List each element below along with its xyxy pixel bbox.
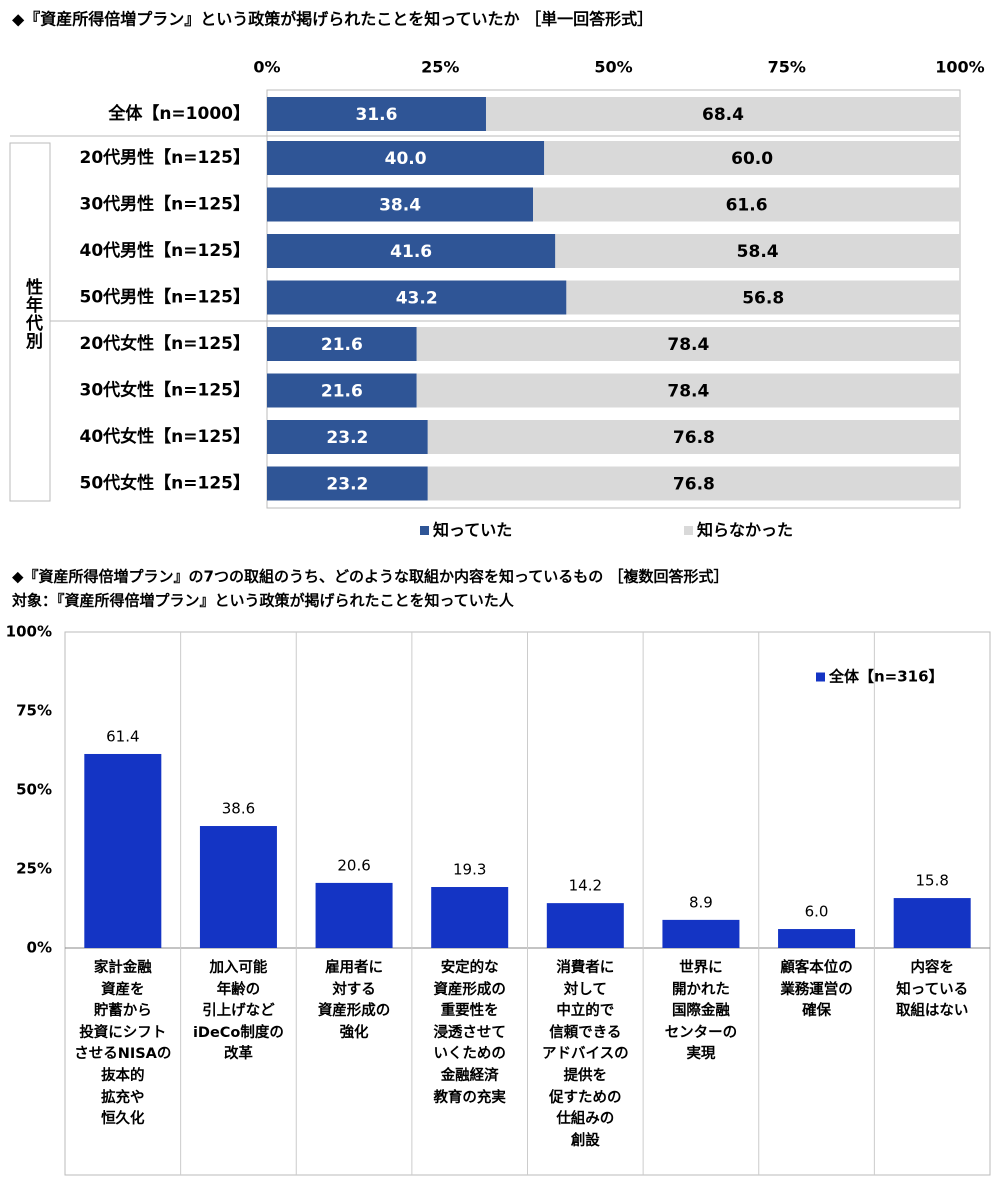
group-box [9, 142, 51, 502]
bar-segment [416, 327, 960, 361]
data-label: 41.6 [390, 242, 432, 262]
bar-segment [533, 187, 960, 222]
bar-segment [416, 373, 960, 408]
x-tick-label: 消費者に 対して 中立的で 信頼できる アドバイスの 提供を 促すための 仕組み… [542, 960, 629, 1149]
data-label: 76.8 [673, 428, 715, 448]
x-tick-label: 世界に 開かれた 国際金融 センターの 実現 [664, 960, 738, 1063]
bar-segment [267, 97, 486, 131]
bar-segment [267, 420, 428, 454]
data-label: 19.3 [453, 861, 486, 879]
bar-segment [485, 97, 960, 131]
bar-segment [427, 466, 960, 501]
legend-label: 知っていた [433, 521, 512, 540]
bar [662, 919, 740, 948]
data-label: 31.6 [356, 105, 398, 125]
y-tick-label: 50代女性【n=125】 [80, 473, 251, 494]
y-tick-label: 0% [27, 939, 52, 957]
legend-label: 知らなかった [697, 521, 793, 540]
bar-segment [267, 280, 567, 315]
x-tick-label: 0% [253, 58, 280, 77]
bar-segment [267, 141, 545, 175]
data-label: 56.8 [742, 289, 784, 309]
y-tick-label: 20代女性【n=125】 [80, 333, 251, 354]
y-tick-label: 50% [16, 781, 52, 799]
data-label: 78.4 [667, 382, 709, 402]
data-label: 23.2 [326, 475, 368, 495]
y-tick-label: 75% [16, 702, 52, 720]
x-tick-label: 50% [594, 58, 632, 77]
legend-swatch [420, 526, 429, 535]
x-tick-label: 加入可能 年齢の 引上げなど iDeCo制度の 改革 [192, 960, 284, 1063]
x-tick-label: 雇用者に 対する 資産形成の 強化 [317, 960, 391, 1041]
bar [778, 929, 856, 948]
x-tick-label: 25% [421, 58, 459, 77]
legend-swatch [816, 672, 825, 682]
y-tick-label: 100% [6, 623, 52, 641]
x-tick-label: 顧客本位の 業務運営の 確保 [780, 960, 853, 1020]
legend-label: 全体【n=316】 [828, 668, 944, 686]
legend-swatch [684, 526, 693, 535]
data-label: 61.6 [726, 196, 768, 216]
x-tick-label: 内容を 知っている 取組はない [895, 960, 969, 1020]
data-label: 76.8 [673, 475, 715, 495]
data-label: 21.6 [321, 335, 363, 355]
x-tick-label: 75% [768, 58, 806, 77]
bar-segment [267, 466, 428, 501]
bar [431, 887, 509, 948]
data-label: 23.2 [326, 428, 368, 448]
bar-segment [267, 234, 556, 268]
bar [315, 882, 393, 948]
y-tick-label: 30代男性【n=125】 [80, 194, 251, 215]
data-label: 60.0 [731, 149, 773, 169]
data-label: 58.4 [737, 242, 779, 262]
y-tick-label: 50代男性【n=125】 [80, 287, 251, 308]
group-label: 性年代別 [22, 278, 42, 350]
data-label: 38.4 [379, 196, 421, 216]
data-label: 61.4 [106, 727, 139, 745]
data-label: 78.4 [667, 335, 709, 355]
bar-segment [427, 420, 960, 454]
data-label: 8.9 [689, 893, 713, 911]
y-tick-label: 40代女性【n=125】 [80, 426, 251, 447]
data-label: 43.2 [396, 289, 438, 309]
x-tick-label: 家計金融 資産を 貯蓄から 投資にシフト させるNISAの 抜本的 拡充や 恒久… [74, 960, 172, 1128]
bar [199, 826, 277, 948]
data-label: 6.0 [805, 903, 829, 921]
y-tick-label: 20代男性【n=125】 [80, 147, 251, 168]
bar-segment [267, 327, 417, 361]
y-tick-label: 25% [16, 860, 52, 878]
data-label: 15.8 [915, 872, 948, 890]
chart-subtitle: 対象：『資産所得倍増プラン』という政策が掲げられたことを知っていた人 [11, 592, 515, 610]
data-label: 68.4 [702, 105, 744, 125]
bar-segment [566, 280, 960, 315]
data-label: 14.2 [569, 877, 602, 895]
bar [84, 753, 162, 948]
chart-title: ◆『資産所得倍増プラン』の7つの取組のうち、どのような取組か内容を知っているもの… [12, 568, 728, 586]
chart-title: ◆『資産所得倍増プラン』という政策が掲げられたことを知っていたか ［単一回答形式… [12, 10, 653, 29]
bar-segment [555, 234, 960, 268]
bar [893, 898, 971, 948]
y-tick-label: 30代女性【n=125】 [80, 380, 251, 401]
y-tick-label: 40代男性【n=125】 [80, 240, 251, 261]
bar-segment [267, 373, 417, 408]
x-tick-label: 安定的な 資産形成の 重要性を 浸透させて いくための 金融経済 教育の充実 [433, 960, 506, 1106]
y-tick-label: 全体【n=1000】 [107, 103, 250, 124]
bar [546, 903, 624, 948]
x-tick-label: 100% [935, 58, 984, 77]
data-label: 21.6 [321, 382, 363, 402]
data-label: 20.6 [337, 856, 370, 874]
bar-segment [544, 141, 960, 175]
data-label: 38.6 [222, 800, 255, 818]
data-label: 40.0 [385, 149, 427, 169]
bar-segment [267, 187, 534, 222]
